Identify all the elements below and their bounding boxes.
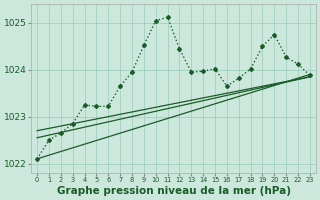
X-axis label: Graphe pression niveau de la mer (hPa): Graphe pression niveau de la mer (hPa) [57,186,291,196]
